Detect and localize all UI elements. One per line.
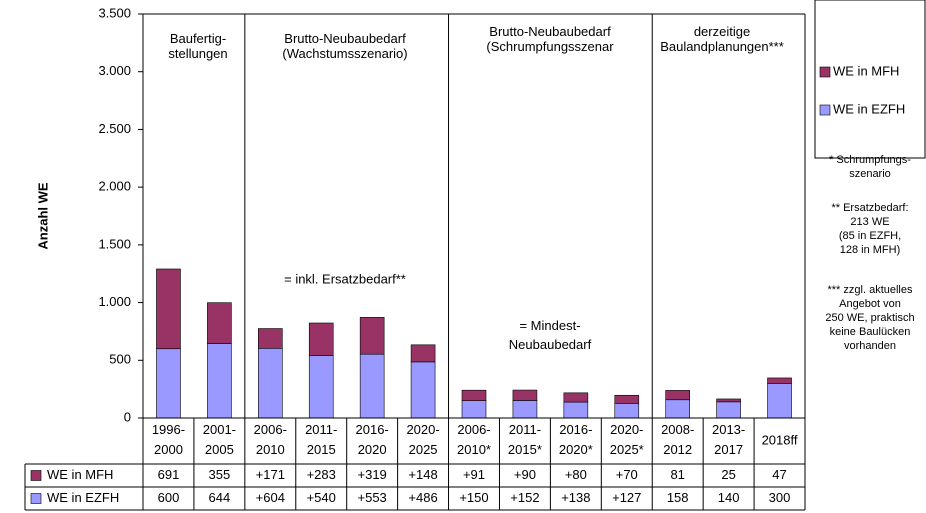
table-value: 644	[209, 490, 231, 505]
annotation: = inkl. Ersatzbedarf**	[284, 271, 406, 286]
note: * Schrumpfungs-szenario	[829, 154, 911, 180]
note: ** Ersatzbedarf: 213 WE (85 in EZFH, 128 in…	[831, 202, 908, 256]
x-tick-label: 2016-2020*	[559, 422, 593, 457]
bar-segment	[614, 394, 640, 404]
annotation: = Mindest-Neubaubedarf	[509, 318, 592, 352]
group-label: derzeitige Baulandplanungen***	[660, 24, 784, 54]
table-value: 691	[158, 467, 180, 482]
table-value: +148	[408, 467, 437, 482]
table-value: +90	[514, 467, 536, 482]
x-tick-label: 2016-2020	[356, 422, 389, 457]
bar-segment	[461, 400, 487, 419]
x-tick-label: 2020-2025	[406, 422, 439, 457]
table-series-name: WE in MFH	[47, 467, 113, 482]
table-legend-swatch	[30, 470, 42, 481]
x-tick-label: 2006-2010*	[457, 422, 491, 457]
bar-segment	[665, 399, 690, 419]
bar-segment	[512, 389, 538, 401]
table-value: +80	[565, 467, 587, 482]
legend-label: WE in MFH	[833, 63, 899, 78]
bar-segment	[207, 302, 232, 344]
y-tick-label: 3.500	[98, 5, 131, 20]
x-tick-label: 2006-2010	[254, 422, 287, 457]
bar-segment	[410, 344, 436, 363]
table-value: +283	[307, 467, 336, 482]
table-series-name: WE in EZFH	[47, 490, 119, 505]
bar-segment	[563, 392, 589, 403]
bar-segment	[308, 355, 334, 419]
table-value: +70	[616, 467, 638, 482]
table-value: +486	[408, 490, 437, 505]
bar-segment	[156, 348, 181, 419]
table-value: +553	[358, 490, 387, 505]
table-value: +171	[256, 467, 285, 482]
note: *** zzgl. aktuelles Angebot von 250 WE, pr…	[825, 284, 914, 352]
bar-segment	[461, 389, 487, 401]
bar-segment	[716, 398, 741, 403]
y-tick-label: 2.500	[98, 121, 131, 136]
table-value: 355	[209, 467, 231, 482]
y-tick-label: 0	[124, 409, 131, 424]
legend-swatch	[819, 66, 831, 78]
group-label: Brutto-Neubaubedarf (Wachstumsszenario)	[282, 31, 407, 61]
table-value: +152	[510, 490, 539, 505]
table-value: 140	[718, 490, 740, 505]
table-value: 300	[769, 490, 791, 505]
bar-segment	[563, 401, 589, 419]
bar-segment	[665, 390, 690, 401]
group-label: Baufertig-stellungen	[168, 31, 227, 61]
x-tick-label: 2011-2015	[305, 422, 337, 457]
bar-segment	[258, 347, 283, 419]
bar-segment	[410, 361, 436, 419]
y-tick-label: 1.500	[98, 236, 131, 251]
table-value: +604	[256, 490, 285, 505]
bar-segment	[716, 401, 741, 419]
legend-swatch	[819, 104, 831, 116]
group-label: Brutto-Neubaubedarf (Schrumpfungsszenar	[486, 24, 614, 54]
bar-segment	[258, 328, 283, 349]
table-value: 47	[772, 467, 786, 482]
bar-segment	[512, 400, 538, 419]
table-legend-swatch	[30, 493, 42, 504]
bar-segment	[767, 377, 792, 384]
bar-segment	[359, 317, 385, 355]
x-tick-label: 2001-2005	[203, 422, 236, 457]
legend-label: WE in EZFH	[833, 101, 905, 116]
table-value: 25	[721, 467, 735, 482]
bar-segment	[308, 322, 334, 356]
y-tick-label: 3.000	[98, 63, 131, 78]
x-tick-label: 2020-2025*	[610, 422, 644, 457]
bar-segment	[207, 343, 232, 419]
bar-segment	[359, 353, 385, 419]
table-value: 81	[670, 467, 684, 482]
x-tick-label: 2011-2015*	[508, 422, 542, 457]
x-tick-label: 1996-2000	[152, 422, 185, 457]
x-tick-label: 2018ff	[762, 432, 798, 447]
y-tick-label: 1.000	[98, 294, 131, 309]
x-tick-label: 2013-2017	[712, 422, 745, 457]
table-value: +540	[307, 490, 336, 505]
y-tick-label: 2.000	[98, 179, 131, 194]
table-value: 158	[667, 490, 689, 505]
table-value: +127	[612, 490, 641, 505]
bar-segment	[156, 268, 181, 350]
bar-segment	[767, 383, 792, 419]
x-tick-label: 2008-2012	[661, 422, 694, 457]
legend-box	[814, 0, 926, 159]
table-value: 600	[158, 490, 180, 505]
y-tick-label: 500	[109, 352, 131, 367]
bar-segment	[614, 403, 640, 419]
y-axis-title: Anzahl WE	[35, 182, 50, 249]
table-value: +91	[463, 467, 485, 482]
table-value: +319	[358, 467, 387, 482]
table-value: +150	[459, 490, 488, 505]
table-value: +138	[561, 490, 590, 505]
